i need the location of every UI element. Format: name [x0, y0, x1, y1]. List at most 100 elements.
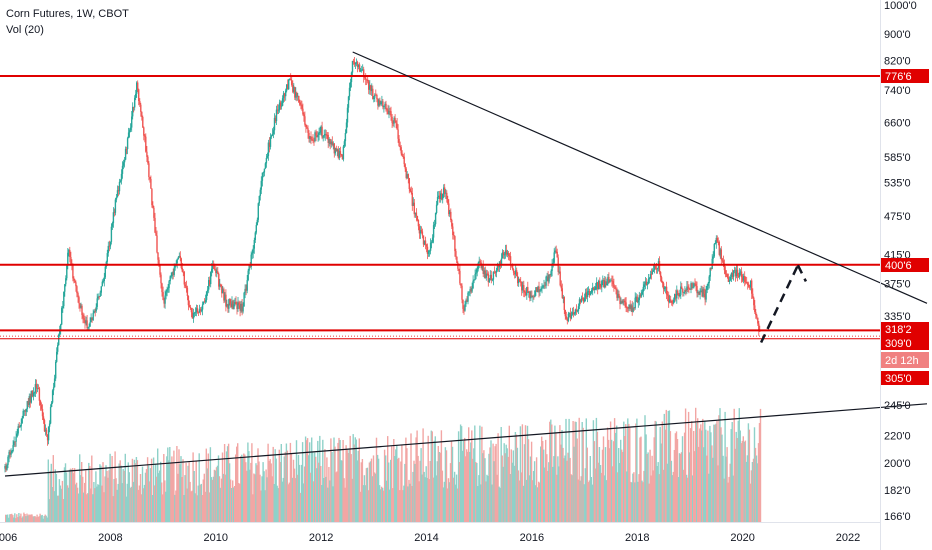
volume-bar [349, 435, 351, 522]
volume-bar [394, 456, 396, 522]
volume-bar [744, 440, 747, 522]
candle-body [612, 281, 614, 285]
candle-body [97, 296, 99, 299]
candle-body [439, 195, 441, 199]
volume-bar [228, 463, 231, 522]
candle-body [374, 94, 376, 98]
candle-body [400, 147, 402, 154]
volume-bar [471, 430, 473, 522]
volume-bar [497, 433, 499, 522]
volume-bar [239, 483, 241, 522]
candle-body [298, 96, 300, 103]
volume-bar [682, 469, 685, 522]
candle-body [137, 82, 139, 90]
volume-bar [701, 430, 703, 522]
volume-bar [216, 465, 219, 522]
volume-bar [754, 447, 757, 522]
volume-bar [414, 463, 416, 522]
candle-body [549, 274, 551, 276]
candle-body [231, 301, 233, 308]
candle-body [627, 307, 629, 309]
volume-bar [345, 445, 347, 522]
volume-bar [650, 475, 652, 522]
candle-body [414, 212, 417, 215]
volume-bar [494, 446, 496, 522]
candle-body [328, 139, 330, 143]
candle-body [499, 261, 502, 265]
volume-bar [706, 455, 708, 522]
candle-body [392, 122, 394, 124]
candle-body [584, 292, 587, 298]
candle-body [42, 416, 45, 421]
volume-bar [570, 474, 572, 522]
candle-body [29, 396, 31, 403]
y-tick-label: 182'0 [884, 485, 911, 497]
volume-bar [45, 515, 47, 522]
volume-bar [57, 495, 60, 522]
trendline-projection-down[interactable] [796, 264, 808, 282]
volume-bar [479, 425, 481, 522]
candle-body [387, 109, 389, 115]
candle-body [15, 436, 17, 442]
trendline-resistance[interactable] [352, 51, 928, 304]
volume-bar [126, 483, 128, 522]
candle-body [337, 149, 339, 158]
volume-bar [558, 466, 560, 522]
candle-body [532, 296, 534, 298]
volume-bar [653, 437, 655, 522]
candle-body [421, 231, 424, 236]
candle-body [193, 312, 196, 314]
y-tick-label: 740'0 [884, 85, 911, 97]
candle-body [117, 190, 120, 192]
candle-body [85, 320, 87, 324]
volume-bar [643, 470, 645, 522]
candle-body [28, 396, 30, 405]
candle-body [218, 273, 220, 287]
candle-body [205, 291, 208, 300]
candle-body [348, 87, 351, 97]
volume-bar [133, 459, 136, 522]
candle-body [322, 136, 324, 138]
candle-body [86, 320, 88, 329]
candle-body [145, 136, 147, 152]
volume-bar [672, 471, 675, 522]
candle-body [147, 156, 149, 164]
volume-bar [496, 474, 498, 522]
volume-bar [679, 453, 682, 522]
trendline-support[interactable] [4, 403, 928, 477]
candle-body [202, 301, 205, 305]
candle-body [683, 292, 685, 293]
volume-bar [514, 432, 517, 522]
candle-body [279, 102, 282, 107]
candle-body [34, 384, 37, 393]
candle-body [730, 273, 733, 277]
candle-body [464, 304, 466, 311]
volume-bar [620, 439, 622, 522]
candle-body [268, 142, 271, 147]
volume-bar [139, 474, 142, 522]
volume-bar [502, 466, 504, 522]
volume-bar [594, 468, 597, 522]
volume-bar [707, 430, 709, 522]
volume-bar [282, 477, 284, 522]
volume-bar [89, 466, 91, 522]
candle-body [715, 237, 717, 244]
candle-body [727, 277, 730, 282]
volume-bar [441, 470, 444, 522]
volume-bar [80, 475, 82, 522]
volume-bar [519, 426, 522, 522]
volume-bar [529, 456, 532, 522]
volume-bar [699, 428, 701, 522]
candle-body [614, 286, 616, 289]
volume-bar [55, 473, 58, 522]
volume-bar [606, 427, 609, 522]
candle-body [692, 287, 694, 288]
candle-body [79, 303, 81, 308]
candle-body [128, 130, 131, 133]
volume-bar [174, 494, 176, 522]
volume-bar [676, 439, 679, 522]
volume-bar [592, 420, 595, 522]
candle-body [440, 193, 442, 199]
